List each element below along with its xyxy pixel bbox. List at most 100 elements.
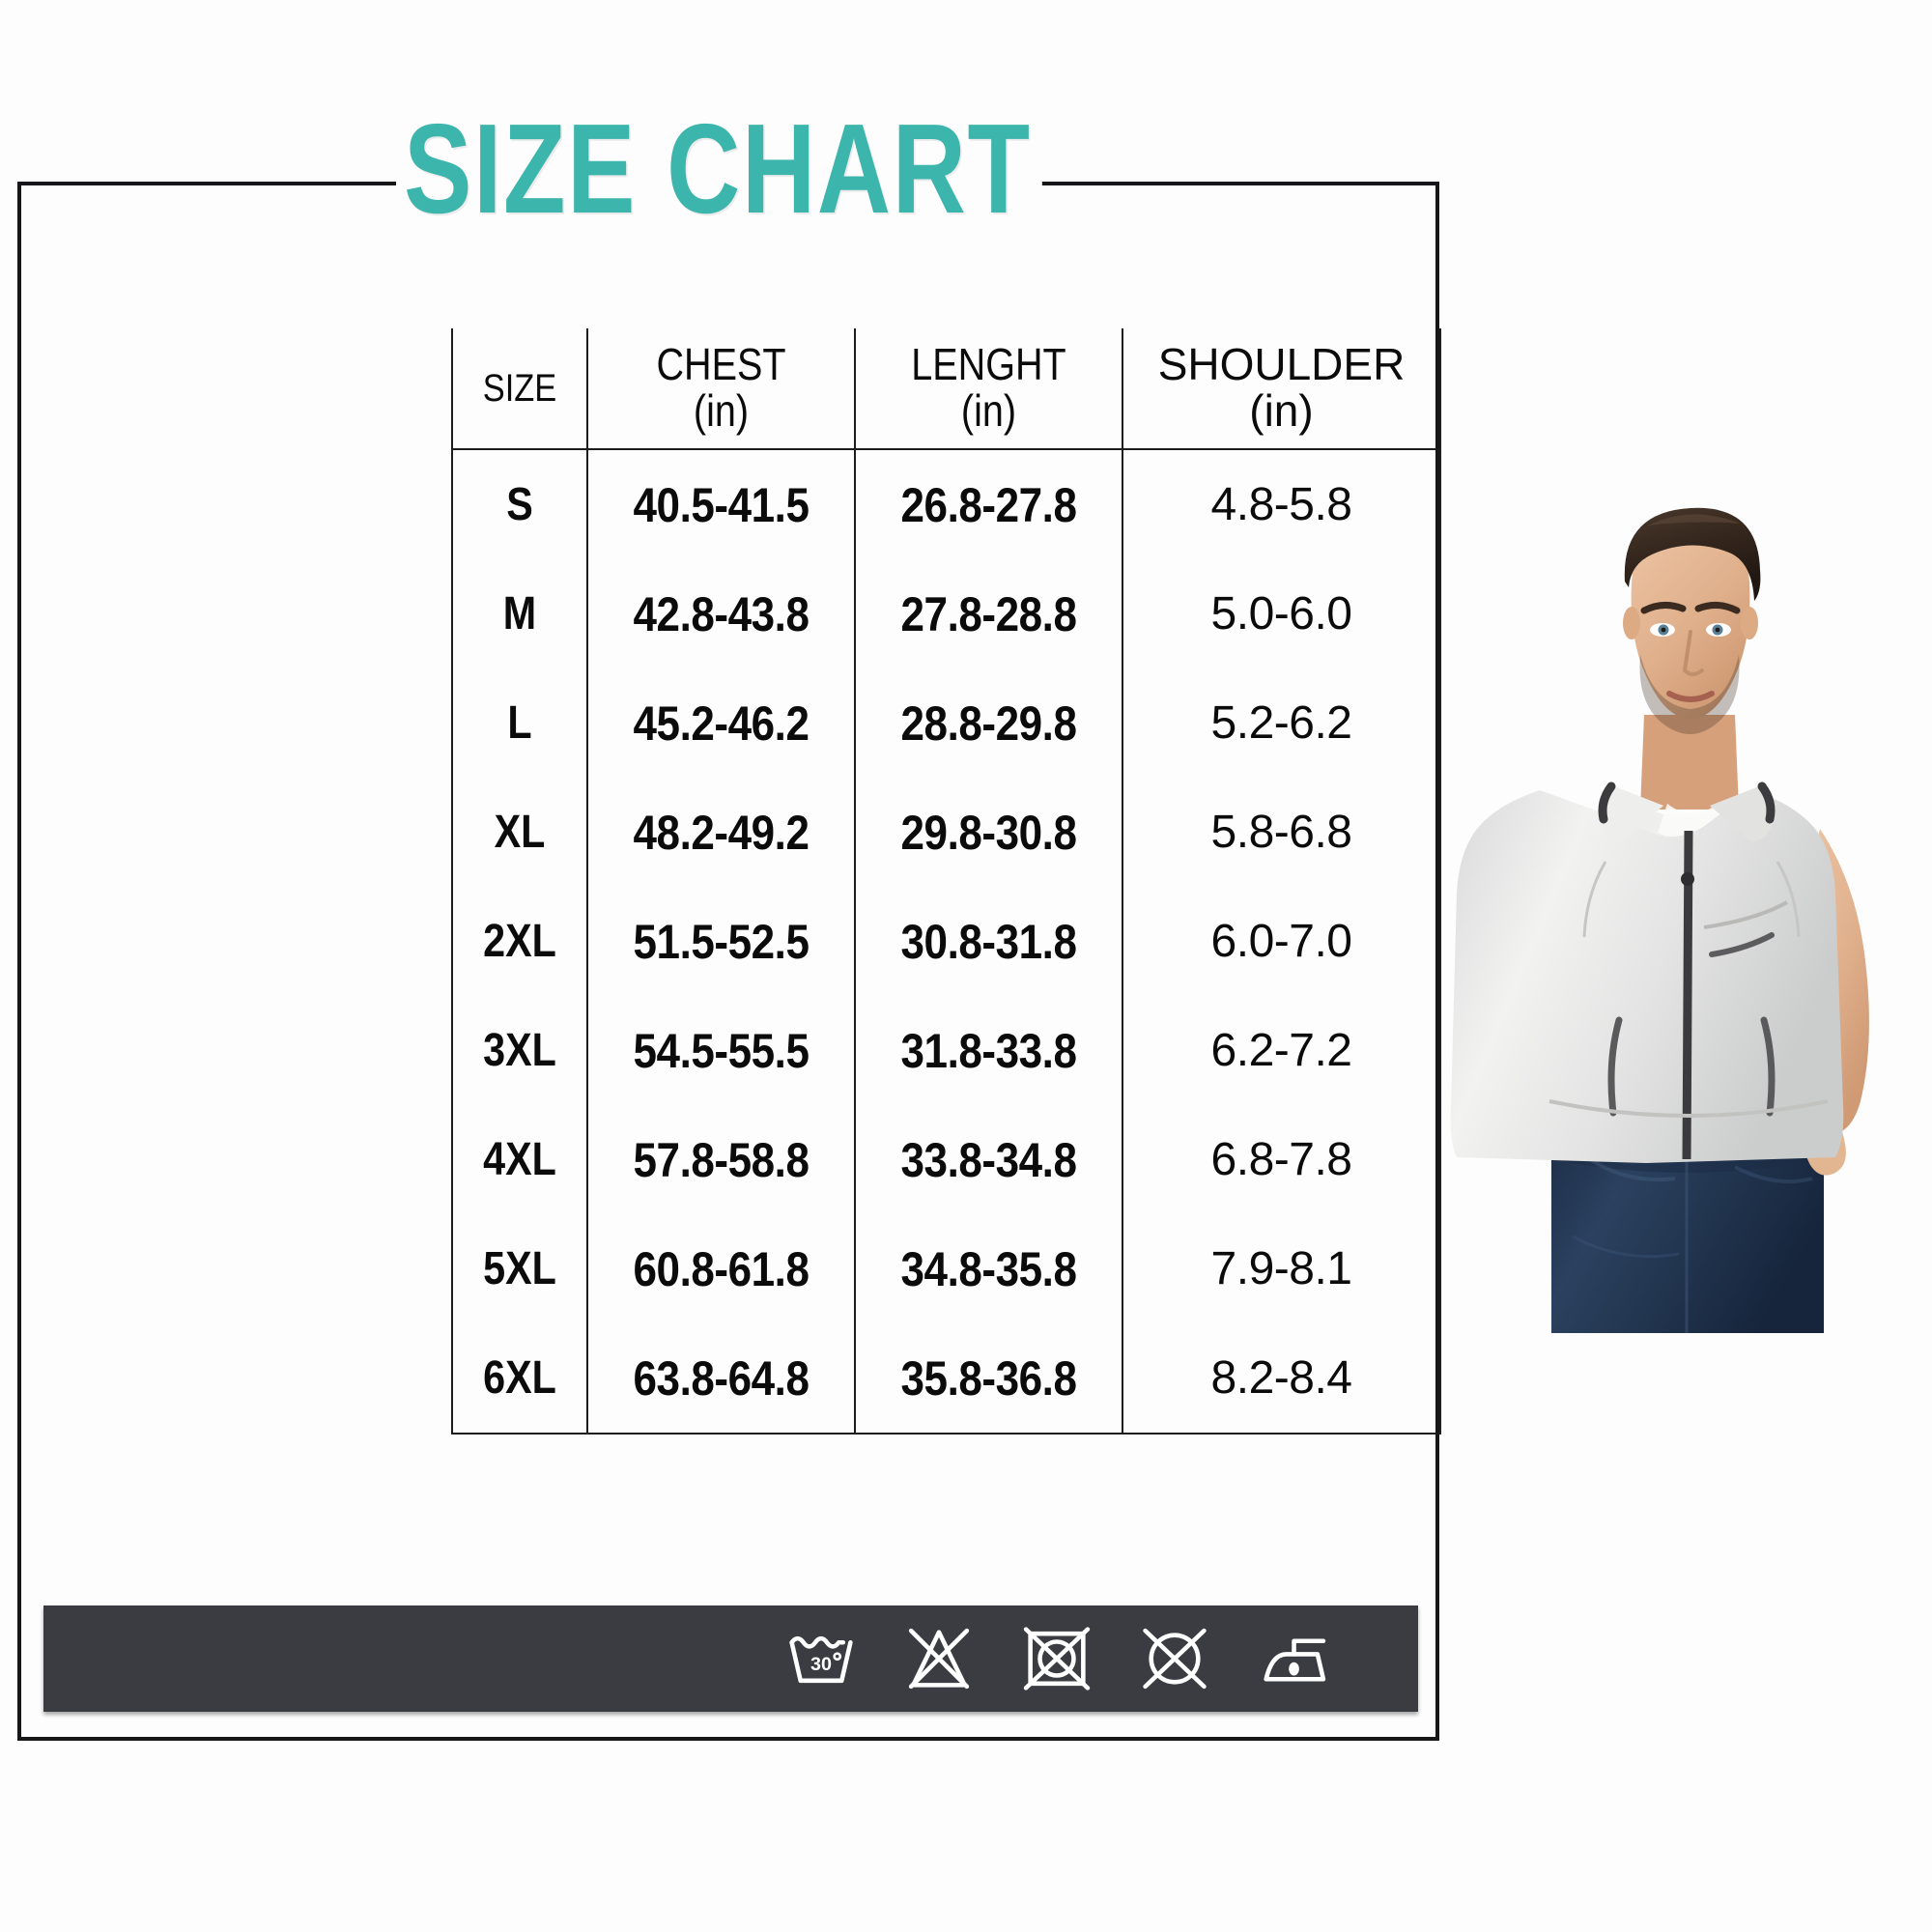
column-header-length-unit: (in) [960,385,1017,436]
cell-shoulder-text: 6.0-7.0 [1210,916,1352,967]
column-header-length: LENGHT (in) [854,328,1123,450]
table-row: XL 48.2-49.2 29.8-30.8 5.8-6.8 [451,778,1441,887]
vest [1450,781,1844,1163]
column-header-size-label: SIZE [482,366,557,410]
cell-length-text: 28.8-29.8 [900,696,1077,751]
cell-size-text: 5XL [483,1243,556,1294]
cell-length: 35.8-36.8 [854,1323,1123,1435]
column-header-shoulder: SHOULDER (in) [1122,328,1441,450]
cell-length: 28.8-29.8 [854,668,1123,778]
cell-length-text: 33.8-34.8 [900,1132,1077,1187]
cell-chest-text: 63.8-64.8 [633,1350,810,1406]
cell-length: 31.8-33.8 [854,996,1123,1105]
cell-chest-text: 54.5-55.5 [633,1023,810,1078]
column-header-size: SIZE [451,328,588,450]
cell-size: S [451,449,588,559]
cell-chest-text: 48.2-49.2 [633,805,810,860]
cell-shoulder: 5.8-6.8 [1122,778,1441,887]
page-title: SIZE CHART [396,105,1204,233]
table-row: 3XL 54.5-55.5 31.8-33.8 6.2-7.2 [451,996,1441,1105]
cell-size-text: XL [494,807,546,858]
column-header-length-label: LENGHT [911,339,1066,390]
cell-chest: 42.8-43.8 [586,559,856,668]
cell-length: 29.8-30.8 [854,778,1123,887]
cell-size-text: L [507,697,532,749]
column-header-shoulder-label: SHOULDER [1157,339,1406,390]
cell-chest-text: 40.5-41.5 [633,477,810,532]
page-title-text: SIZE CHART [396,105,1042,233]
cell-size: 6XL [451,1323,588,1435]
cell-chest: 51.5-52.5 [586,887,856,996]
cell-length: 34.8-35.8 [854,1214,1123,1323]
cell-size: 4XL [451,1105,588,1214]
neck [1640,715,1739,810]
iron-low-icon [1264,1638,1326,1682]
cell-shoulder-text: 4.8-5.8 [1210,479,1352,530]
cell-shoulder: 7.9-8.1 [1122,1214,1441,1323]
cell-shoulder-text: 6.2-7.2 [1210,1025,1352,1076]
cell-size: M [451,559,588,668]
no-dry-clean-icon [1143,1628,1207,1690]
cell-length: 33.8-34.8 [854,1105,1123,1214]
cell-shoulder: 4.8-5.8 [1122,449,1441,559]
cell-size-text: 6XL [483,1352,556,1404]
wash-temperature-text: 30 [810,1654,832,1675]
cell-chest: 40.5-41.5 [586,449,856,559]
cell-chest: 54.5-55.5 [586,996,856,1105]
cell-shoulder: 6.0-7.0 [1122,887,1441,996]
cell-shoulder-text: 7.9-8.1 [1210,1243,1352,1294]
cell-length-text: 27.8-28.8 [900,586,1077,641]
care-instructions-bar: 30 [43,1605,1418,1712]
table-row: S 40.5-41.5 26.8-27.8 4.8-5.8 [451,449,1441,559]
cell-size-text: 4XL [483,1134,556,1185]
column-header-chest-label: CHEST [656,339,786,390]
cell-shoulder: 6.2-7.2 [1122,996,1441,1105]
wash-30-icon: 30 [789,1635,853,1684]
cell-chest-text: 60.8-61.8 [633,1241,810,1296]
no-bleach-icon [908,1628,970,1690]
cell-length-text: 30.8-31.8 [900,914,1077,969]
no-tumble-dry-icon [1023,1627,1091,1690]
cell-chest: 63.8-64.8 [586,1323,856,1435]
cell-shoulder-text: 5.0-6.0 [1210,588,1352,639]
head [1623,507,1761,734]
cell-size: XL [451,778,588,887]
cell-length-text: 35.8-36.8 [900,1350,1077,1406]
cell-shoulder: 8.2-8.4 [1122,1323,1441,1435]
cell-chest: 57.8-58.8 [586,1105,856,1214]
cell-length: 27.8-28.8 [854,559,1123,668]
cell-size: 3XL [451,996,588,1105]
cell-size: L [451,668,588,778]
cell-shoulder-text: 8.2-8.4 [1210,1352,1352,1404]
cell-chest: 60.8-61.8 [586,1214,856,1323]
cell-size-text: 2XL [483,916,556,967]
cell-size: 2XL [451,887,588,996]
column-header-chest: CHEST (in) [586,328,856,450]
cell-length-text: 26.8-27.8 [900,477,1077,532]
cell-shoulder-text: 5.2-6.2 [1210,697,1352,749]
cell-shoulder-text: 6.8-7.8 [1210,1134,1352,1185]
size-chart-table: SIZE CHEST (in) LENGHT (in) SHOULDER (in… [451,328,1441,1435]
product-photo [1445,425,1932,1333]
table-row: L 45.2-46.2 28.8-29.8 5.2-6.2 [451,668,1441,778]
cell-chest: 45.2-46.2 [586,668,856,778]
cell-shoulder-text: 5.8-6.8 [1210,807,1352,858]
table-row: 2XL 51.5-52.5 30.8-31.8 6.0-7.0 [451,887,1441,996]
cell-chest-text: 57.8-58.8 [633,1132,810,1187]
table-row: 6XL 63.8-64.8 35.8-36.8 8.2-8.4 [451,1323,1441,1435]
cell-shoulder: 5.2-6.2 [1122,668,1441,778]
table-row: 5XL 60.8-61.8 34.8-35.8 7.9-8.1 [451,1214,1441,1323]
cell-length-text: 34.8-35.8 [900,1241,1077,1296]
cell-length: 30.8-31.8 [854,887,1123,996]
table-header-row: SIZE CHEST (in) LENGHT (in) SHOULDER (in… [451,328,1441,450]
cell-size: 5XL [451,1214,588,1323]
cell-chest-text: 42.8-43.8 [633,586,810,641]
cell-chest-text: 51.5-52.5 [633,914,810,969]
model-illustration [1450,507,1869,1333]
cell-length-text: 29.8-30.8 [900,805,1077,860]
cell-size-text: 3XL [483,1025,556,1076]
column-header-shoulder-unit: (in) [1249,385,1314,436]
cell-length: 26.8-27.8 [854,449,1123,559]
column-header-chest-unit: (in) [693,385,750,436]
cell-size-text: M [502,588,537,639]
